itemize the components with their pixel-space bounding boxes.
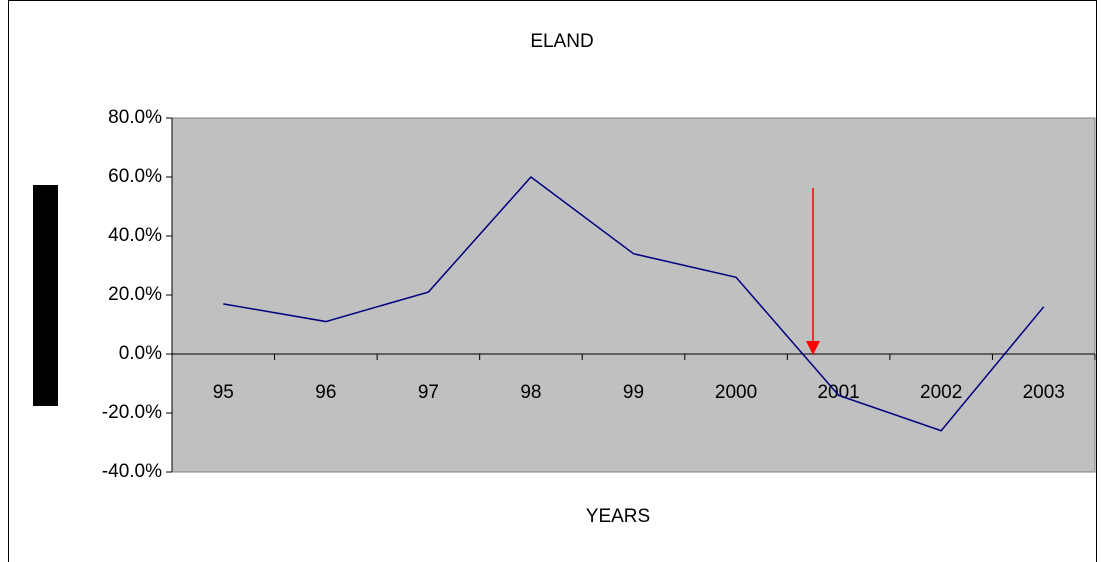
y-tick-label: -40.0% — [102, 461, 162, 482]
x-tick-label: 2000 — [715, 382, 757, 403]
data-line — [223, 175, 1045, 432]
x-tick-label: 96 — [315, 382, 336, 403]
x-tick-label: 2003 — [1023, 382, 1065, 403]
plot-area: -40.0% -20.0% 0.0% 20.0% 40.0% 60.0% 80.0% 95 96… — [102, 107, 1096, 482]
x-tick-label: 98 — [520, 382, 541, 403]
y-tick-label: 40.0% — [108, 225, 162, 246]
y-tick-label: 80.0% — [108, 107, 162, 128]
arrow-head — [806, 341, 820, 355]
axis-title-box — [33, 185, 58, 406]
y-tick-label: 20.0% — [108, 284, 162, 305]
x-tick-label: 99 — [623, 382, 644, 403]
chart-frame — [8, 0, 1097, 562]
plot-background — [171, 117, 1096, 473]
x-axis-label: YEARS — [586, 506, 650, 527]
y-tick-label: 60.0% — [108, 166, 162, 187]
x-tick-label: 97 — [418, 382, 439, 403]
chart-title: ELAND — [530, 31, 593, 52]
x-tick-label: 2002 — [920, 382, 962, 403]
x-tick-label: 95 — [213, 382, 234, 403]
y-tick-label: -20.0% — [102, 402, 162, 423]
y-tick-label: 0.0% — [119, 343, 162, 364]
x-tick-label: 2001 — [817, 382, 859, 403]
